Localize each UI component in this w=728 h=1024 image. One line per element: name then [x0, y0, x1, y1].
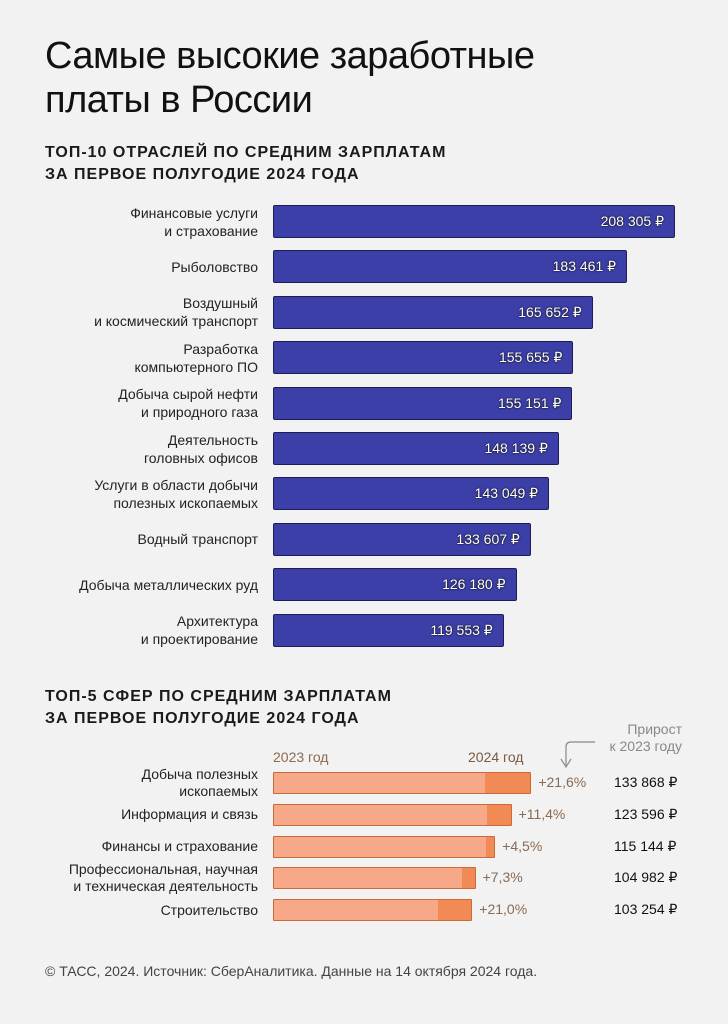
bar: 126 180 ₽ — [273, 568, 517, 602]
bar-category-label: Финансы и страхование — [101, 838, 258, 855]
chart1-title: ТОП-10 ОТРАСЛЕЙ ПО СРЕДНИМ ЗАРПЛАТАМ ЗА … — [45, 144, 447, 183]
bar-category-label: Финансовые услуги и страхование — [130, 204, 258, 239]
growth-label: +21,6% — [538, 774, 587, 790]
growth-label: +21,0% — [479, 901, 528, 918]
growth-label: +11,4% — [518, 805, 566, 822]
chart2-title: ТОП-5 СФЕР ПО СРЕДНИМ ЗАРПЛАТАМ ЗА ПЕРВО… — [45, 688, 392, 727]
bar-category-label: Разработка компьютерного ПО — [134, 340, 258, 375]
bar-value-label: 165 652 ₽ — [518, 303, 582, 320]
bar-2024 — [273, 867, 476, 890]
bar: 165 652 ₽ — [273, 295, 593, 329]
bar-category-label: Архитектура и проектирование — [140, 613, 258, 648]
value-2024-label: 123 596 ₽ — [614, 805, 678, 822]
bar-value-label: 208 305 ₽ — [600, 213, 664, 229]
value-2024-label: 103 254 ₽ — [614, 901, 678, 918]
legend-2023: 2023 год — [273, 749, 329, 765]
value-2024-label: 104 982 ₽ — [614, 869, 678, 886]
bar-2024 — [273, 803, 512, 826]
bar: 143 049 ₽ — [273, 477, 550, 511]
bar-2023 — [274, 804, 488, 825]
bar: 183 461 ₽ — [273, 250, 628, 284]
bar-category-label: Добыча полезных ископаемых — [141, 766, 258, 799]
legend-2024: 2024 год — [468, 749, 524, 765]
bar-value-label: 133 607 ₽ — [456, 530, 520, 547]
bar-2023 — [274, 836, 486, 857]
bar-2024 — [273, 835, 496, 858]
bar-value-label: 148 139 ₽ — [484, 440, 548, 456]
bar-category-label: Добыча сырой нефти и природного газа — [118, 386, 258, 421]
footer-source: © ТАСС, 2024. Источник: СберАналитика. Д… — [45, 963, 538, 979]
growth-arrow-icon — [560, 741, 595, 769]
bar: 155 151 ₽ — [273, 386, 573, 420]
bar-value-label: 183 461 ₽ — [552, 258, 617, 275]
bar-value-label: 155 655 ₽ — [498, 349, 563, 366]
bar-category-label: Рыболовство — [171, 258, 258, 275]
bar-value-label: 119 553 ₽ — [430, 621, 493, 638]
bar: 155 655 ₽ — [273, 341, 574, 375]
bar-value-label: 126 180 ₽ — [442, 576, 506, 593]
bar-category-label: Информация и связь — [121, 806, 258, 823]
page-title: Самые высокие заработные платы в России — [45, 35, 535, 121]
value-2024-label: 115 144 ₽ — [614, 837, 677, 854]
bar-category-label: Воздушный и космический транспорт — [94, 295, 258, 330]
bar-category-label: Водный транспорт — [137, 531, 258, 548]
bar: 133 607 ₽ — [273, 522, 531, 556]
bar-value-label: 155 151 ₽ — [498, 394, 562, 411]
bar-category-label: Услуги в области добычи полезных ископае… — [94, 476, 258, 511]
bar-2023 — [274, 868, 462, 889]
bar-category-label: Деятельность головных офисов — [143, 431, 258, 466]
bar-category-label: Добыча металлических руд — [79, 576, 258, 593]
bar-value-label: 143 049 ₽ — [474, 485, 539, 502]
bar-2024 — [273, 899, 473, 922]
bar-category-label: Строительство — [160, 901, 258, 918]
growth-note: Прирост к 2023 году — [609, 721, 683, 754]
bar-2023 — [274, 773, 486, 793]
growth-label: +4,5% — [502, 837, 543, 854]
bar: 148 139 ₽ — [273, 432, 559, 465]
value-2024-label: 133 868 ₽ — [614, 774, 678, 790]
bar-category-label: Профессиональная, научная и техническая … — [68, 861, 258, 895]
bar: 119 553 ₽ — [273, 613, 504, 647]
growth-label: +7,3% — [482, 869, 523, 886]
bar-2024 — [273, 772, 532, 794]
bar-2023 — [274, 900, 438, 921]
bar: 208 305 ₽ — [273, 205, 675, 238]
